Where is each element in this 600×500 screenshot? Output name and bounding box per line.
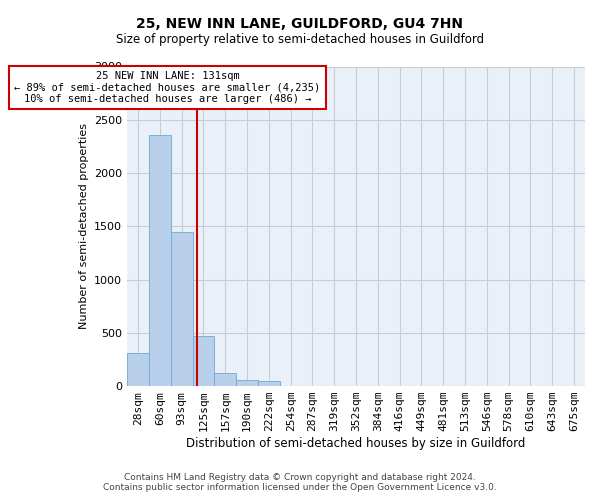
Bar — [193, 336, 214, 386]
Y-axis label: Number of semi-detached properties: Number of semi-detached properties — [79, 124, 89, 330]
Text: Size of property relative to semi-detached houses in Guildford: Size of property relative to semi-detach… — [116, 32, 484, 46]
Text: 25, NEW INN LANE, GUILDFORD, GU4 7HN: 25, NEW INN LANE, GUILDFORD, GU4 7HN — [137, 18, 464, 32]
Bar — [214, 373, 236, 386]
Bar — [171, 232, 193, 386]
Bar — [149, 134, 171, 386]
Bar — [258, 382, 280, 386]
Text: Contains HM Land Registry data © Crown copyright and database right 2024.
Contai: Contains HM Land Registry data © Crown c… — [103, 473, 497, 492]
Text: 25 NEW INN LANE: 131sqm
← 89% of semi-detached houses are smaller (4,235)
10% of: 25 NEW INN LANE: 131sqm ← 89% of semi-de… — [14, 71, 320, 104]
X-axis label: Distribution of semi-detached houses by size in Guildford: Distribution of semi-detached houses by … — [187, 437, 526, 450]
Bar — [127, 353, 149, 386]
Bar — [236, 380, 258, 386]
